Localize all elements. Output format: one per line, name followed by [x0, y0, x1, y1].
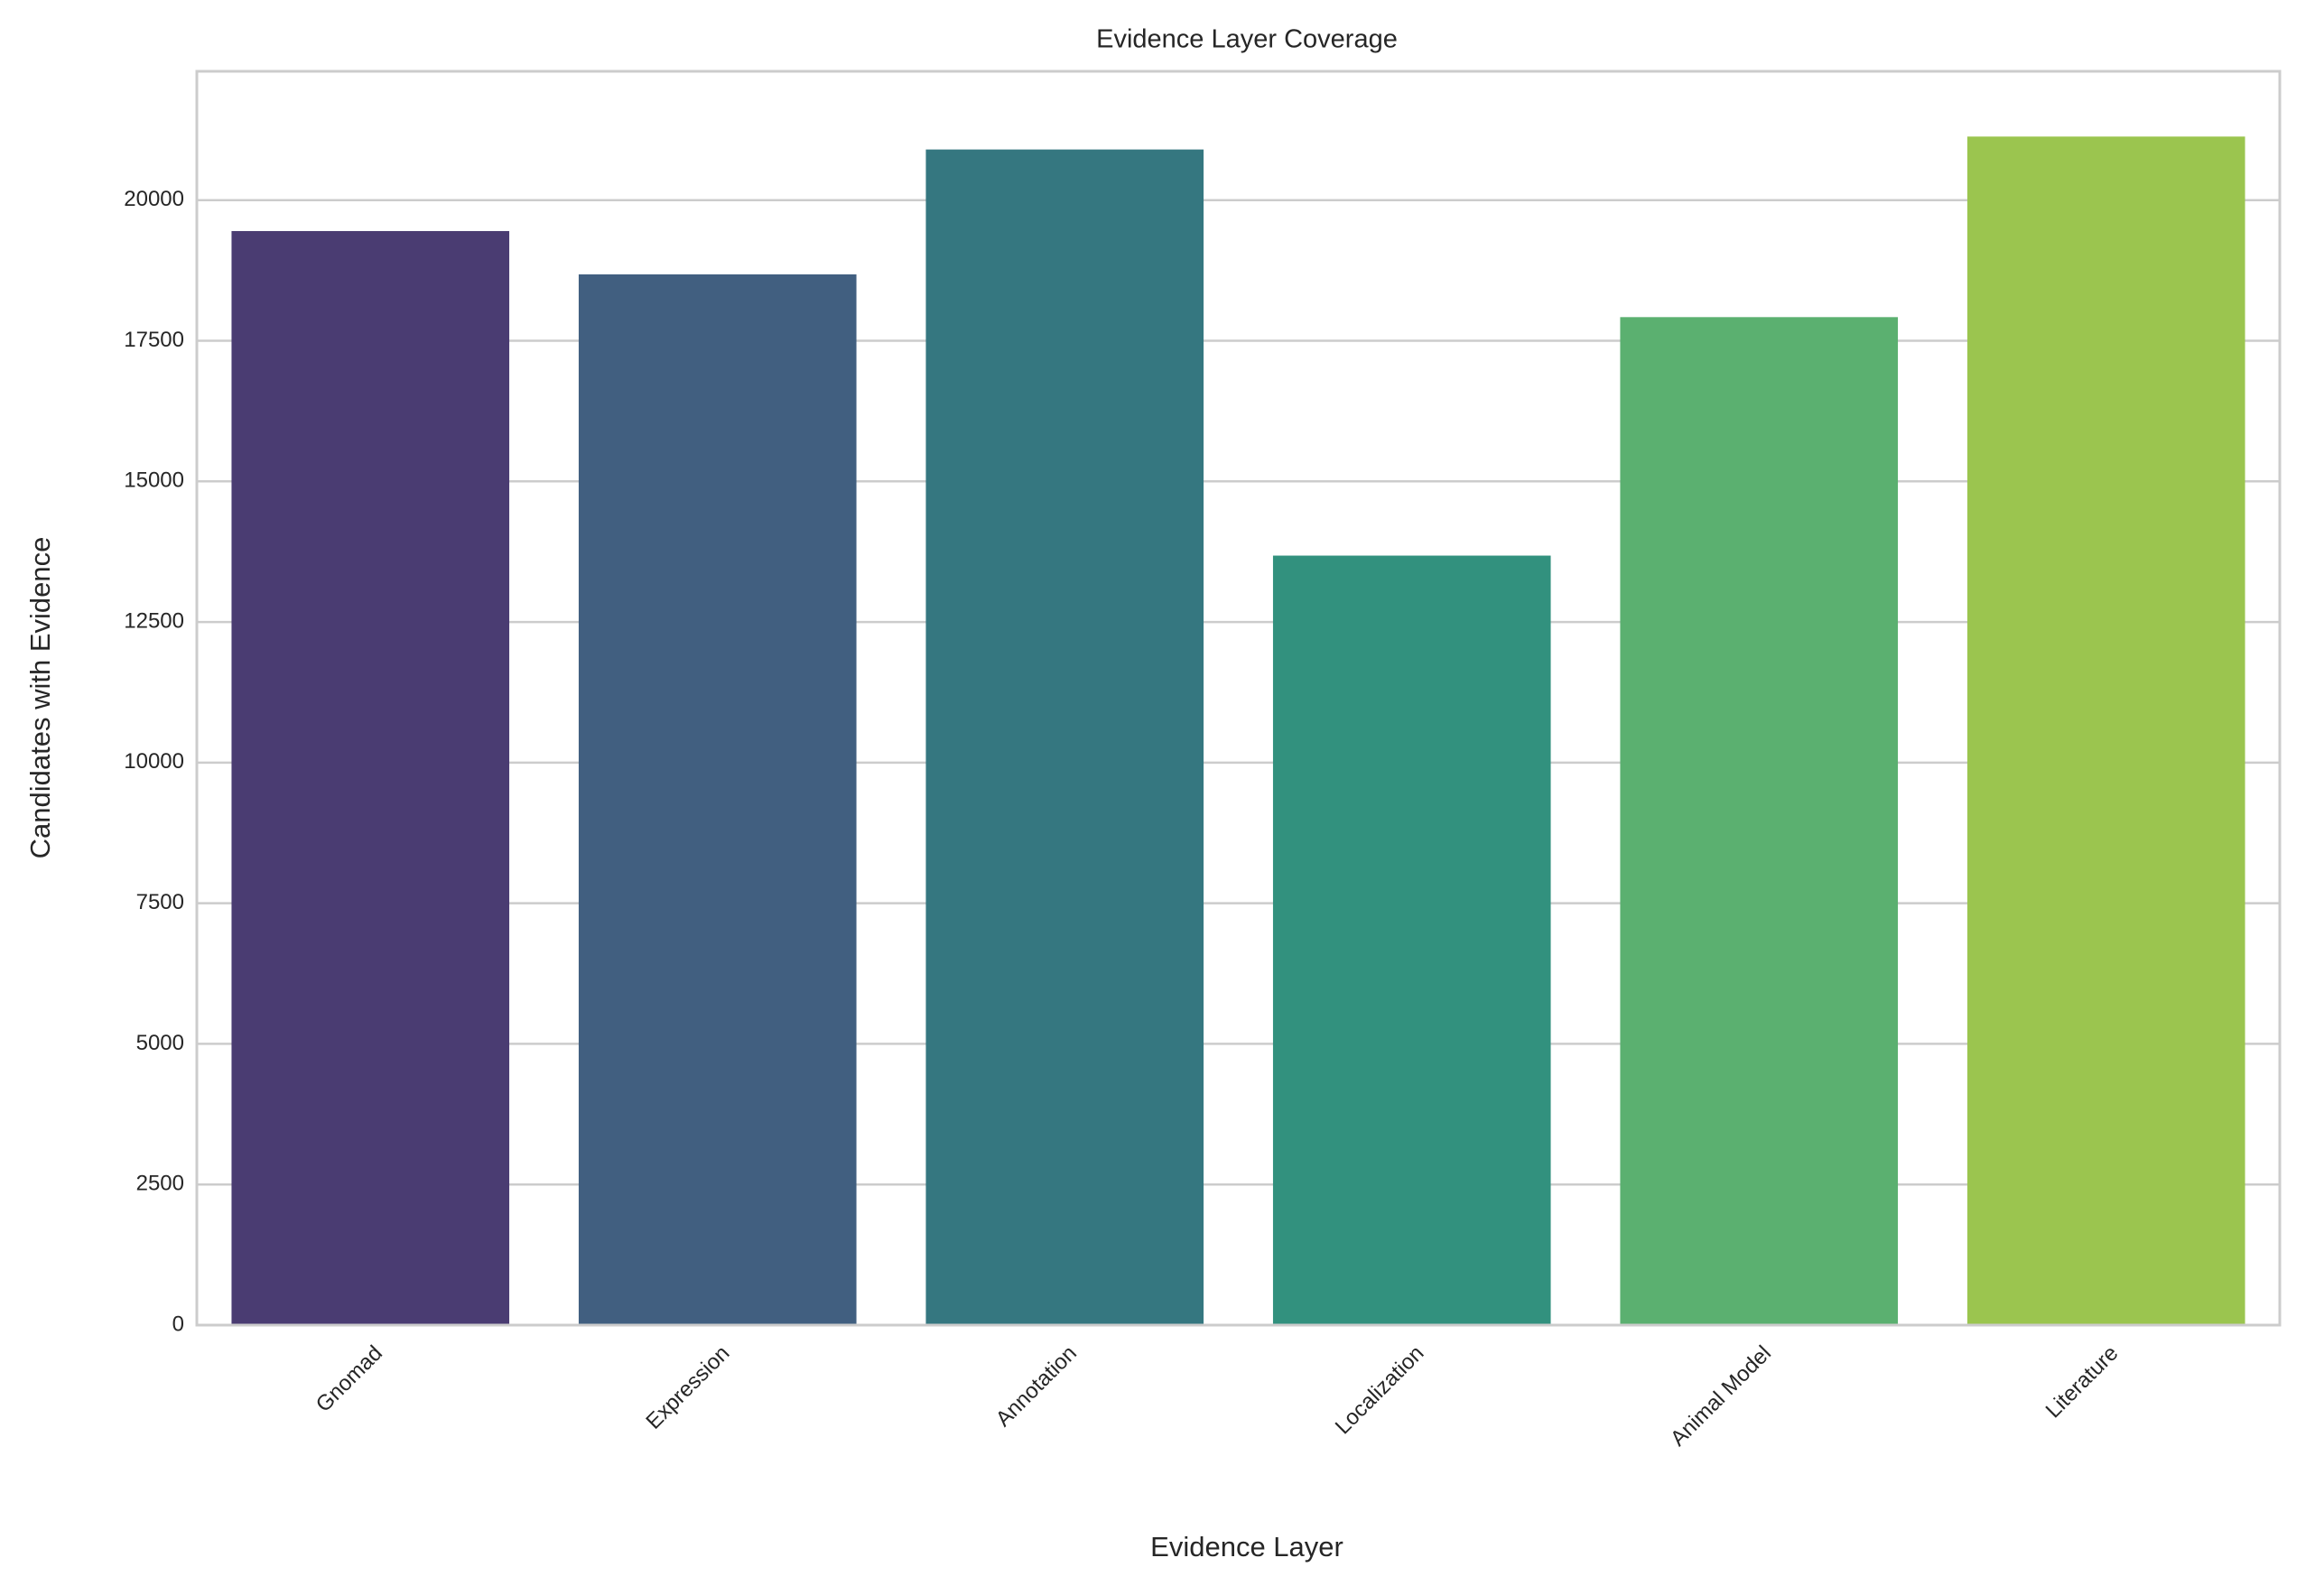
x-tick-label: Animal Model: [1666, 1341, 1776, 1451]
bar: [925, 149, 1204, 1325]
y-tick-label: 10000: [124, 749, 184, 774]
bar: [578, 274, 857, 1326]
y-tick-label: 2500: [136, 1172, 184, 1196]
y-tick-label: 17500: [124, 328, 184, 352]
x-tick-label: Gnomad: [311, 1341, 387, 1417]
y-tick-label: 20000: [124, 187, 184, 211]
bar: [231, 230, 510, 1326]
bar: [1966, 136, 2245, 1326]
bar: [1272, 555, 1551, 1325]
y-tick-label: 5000: [136, 1031, 184, 1055]
plot-frame: [195, 70, 2282, 1327]
y-tick-label: 0: [172, 1312, 184, 1336]
x-tick-label: Literature: [2041, 1341, 2124, 1423]
chart-title: Evidence Layer Coverage: [1096, 25, 1398, 54]
x-axis-label: Evidence Layer: [1150, 1531, 1343, 1563]
x-tick-label: Expression: [641, 1341, 734, 1434]
y-axis-label: Candidates with Evidence: [24, 537, 56, 859]
x-tick-label: Annotation: [991, 1341, 1082, 1432]
y-tick-label: 12500: [124, 608, 184, 633]
y-tick-label: 15000: [124, 468, 184, 493]
x-tick-label: Localization: [1331, 1341, 1429, 1440]
y-tick-label: 7500: [136, 890, 184, 914]
bar: [1620, 317, 1899, 1325]
